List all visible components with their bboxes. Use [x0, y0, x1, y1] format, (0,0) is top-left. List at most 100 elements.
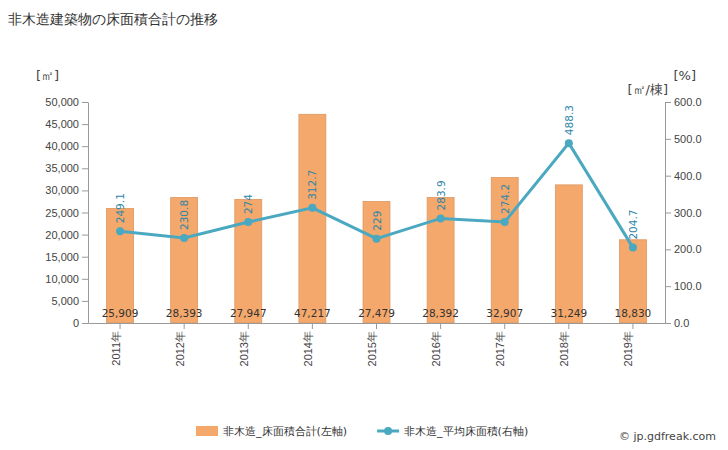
tick-mark	[665, 249, 671, 250]
legend-label: 非木造_床面積合計(左軸)	[223, 425, 347, 438]
tick: 5,000	[51, 295, 88, 307]
tick-mark	[120, 323, 121, 329]
tick: 400.0	[665, 170, 702, 182]
bar	[299, 114, 326, 323]
marker	[629, 244, 637, 252]
tick-mark	[82, 190, 88, 191]
y-axis-label: [㎡]	[36, 68, 59, 83]
marker	[116, 227, 124, 235]
tick: 0.0	[665, 317, 689, 329]
legend-label: 非木造_平均床面積(右軸)	[404, 425, 528, 438]
data-label: 31,249	[550, 307, 587, 319]
tick-mark	[82, 279, 88, 280]
tick-mark	[82, 124, 88, 125]
tick-mark	[665, 139, 671, 140]
tick-mark	[82, 235, 88, 236]
tick-label: 100.0	[674, 280, 702, 292]
tick: 10,000	[45, 273, 88, 285]
tick-label: 10,000	[45, 273, 79, 285]
marker	[373, 235, 381, 243]
chart: 非木造建築物の床面積合計の推移05,00010,00015,00020,0002…	[0, 0, 728, 450]
line	[120, 143, 633, 247]
source: © jp.gdfreak.com	[619, 430, 716, 443]
tick-mark	[82, 323, 88, 324]
data-label: 249.1	[114, 193, 126, 223]
marker	[180, 234, 188, 242]
y2-axis-label: [㎡/棟]	[627, 82, 668, 97]
tick: 2017年	[494, 323, 506, 366]
tick: 50,000	[45, 96, 88, 108]
tick: 500.0	[665, 133, 702, 145]
tick-label: 50,000	[45, 96, 79, 108]
legend-marker	[384, 427, 392, 435]
data-label: 27,947	[230, 307, 267, 319]
legend: 非木造_床面積合計(左軸) 非木造_平均床面積(右軸)	[196, 425, 528, 438]
tick-label: 0	[73, 317, 79, 329]
tick-label: 2013年	[238, 331, 250, 366]
tick-mark	[248, 323, 249, 329]
tick: 25,000	[45, 207, 88, 219]
title: 非木造建築物の床面積合計の推移	[8, 11, 218, 27]
tick-mark	[632, 323, 633, 329]
tick-label: 5,000	[51, 295, 79, 307]
tick: 45,000	[45, 118, 88, 130]
tick-label: 2018年	[558, 331, 570, 366]
bar	[491, 178, 518, 323]
tick: 2014年	[302, 323, 314, 366]
data-label: 18,830	[615, 307, 652, 319]
tick-label: 2012年	[174, 331, 186, 366]
data-label: 28,392	[422, 307, 459, 319]
tick-mark	[184, 323, 185, 329]
bar	[363, 202, 390, 323]
annotation: [%]	[674, 68, 697, 83]
y-axis: 05,00010,00015,00020,00025,00030,00035,0…	[45, 96, 88, 329]
marker	[565, 139, 573, 147]
tick-label: 2015年	[366, 331, 378, 366]
data-label: 47,217	[294, 307, 331, 319]
tick-mark	[312, 323, 313, 329]
tick-mark	[82, 301, 88, 302]
marker	[437, 214, 445, 222]
tick: 0	[73, 317, 88, 329]
tick: 35,000	[45, 162, 88, 174]
tick-mark	[82, 213, 88, 214]
tick: 200.0	[665, 243, 702, 255]
data-label: 312.7	[306, 170, 318, 200]
tick-label: 35,000	[45, 162, 79, 174]
data-labels: 25,90928,39327,94747,21727,47928,39232,9…	[102, 105, 652, 319]
marker	[501, 218, 509, 226]
tick-label: 200.0	[674, 243, 702, 255]
tick-label: 2016年	[430, 331, 442, 366]
marker	[244, 218, 252, 226]
data-label: 488.3	[563, 105, 575, 135]
tick: 2012年	[174, 323, 186, 366]
tick: 2011年	[110, 323, 122, 366]
tick-mark	[568, 323, 569, 329]
legend-item: 非木造_床面積合計(左軸)	[196, 425, 347, 438]
x-axis: 2011年 2012年 2013年 2014年 2015年 2016年 2017年 2018年…	[89, 323, 666, 366]
tick-label: 2011年	[110, 331, 122, 366]
tick-label: 600.0	[674, 96, 702, 108]
data-label: 27,479	[358, 307, 395, 319]
tick: 40,000	[45, 140, 88, 152]
tick-mark	[665, 286, 671, 287]
bar	[171, 198, 198, 323]
data-label: 28,393	[166, 307, 203, 319]
tick: 300.0	[665, 207, 702, 219]
tick-mark	[665, 213, 671, 214]
marks	[107, 114, 647, 323]
tick-label: 45,000	[45, 118, 79, 130]
tick: 2019年	[622, 323, 634, 366]
tick-label: 0.0	[674, 317, 689, 329]
tick: 15,000	[45, 251, 88, 263]
bar	[107, 208, 134, 323]
tick-mark	[665, 323, 671, 324]
data-label: 229	[371, 211, 383, 231]
data-label: 25,909	[102, 307, 139, 319]
tick-mark	[665, 176, 671, 177]
tick-label: 300.0	[674, 207, 702, 219]
data-label: 274	[242, 194, 254, 214]
plot: 05,00010,00015,00020,00025,00030,00035,0…	[45, 96, 701, 366]
tick: 2013年	[238, 323, 250, 366]
tick-mark	[82, 257, 88, 258]
